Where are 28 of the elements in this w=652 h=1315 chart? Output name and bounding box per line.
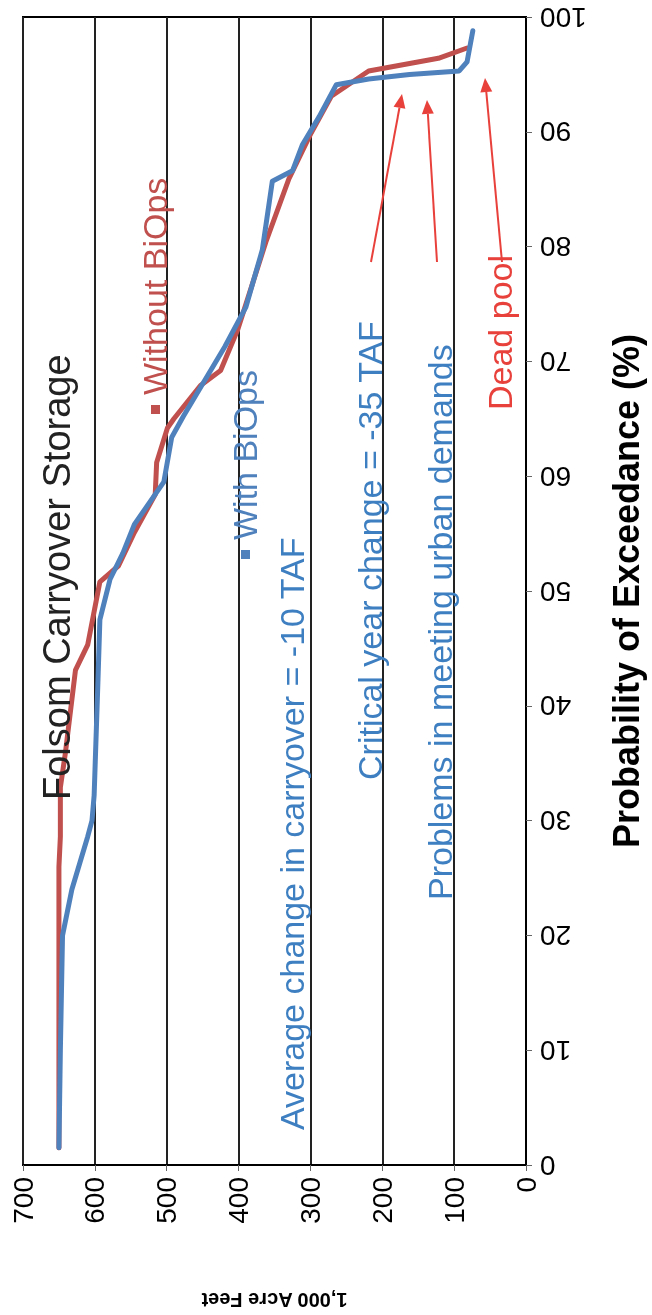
y-tick-label: 80	[540, 231, 572, 263]
y-tick-label: 30	[540, 805, 572, 837]
annotation: Critical year change = -35 TAF	[351, 321, 389, 780]
x-axis-title: 1,000 Acre Feet	[201, 1289, 348, 1311]
x-tick-label: 700	[7, 1177, 39, 1224]
x-tick-label: 400	[223, 1177, 255, 1224]
y-tick-label: 100	[540, 1, 587, 33]
y-tick-label: 20	[540, 919, 572, 951]
y-tick-label: 50	[540, 575, 572, 607]
y-tick-label: 70	[540, 345, 572, 377]
x-tick-label: 200	[366, 1177, 398, 1224]
y-tick-label: 0	[540, 1149, 556, 1181]
y-tick-label: 60	[540, 460, 572, 492]
y-axis-title: Probability of Exceedance (%)	[605, 333, 647, 849]
x-tick-label: 300	[294, 1177, 326, 1224]
x-tick-label: 500	[151, 1177, 183, 1224]
x-tick-label: 100	[438, 1177, 470, 1224]
x-tick-label: 0	[510, 1177, 542, 1193]
text: Without BiOps	[136, 177, 174, 395]
text: Folsom Carryover Storage	[36, 354, 78, 800]
y-tick-label: 90	[540, 116, 572, 148]
annotation: Problems in meeting urban demands	[421, 344, 459, 900]
x-tick-label: 600	[79, 1177, 111, 1224]
text: With BiOps	[226, 369, 264, 540]
annotation: Dead pool	[481, 254, 519, 410]
y-tick-label: 40	[540, 690, 572, 722]
y-tick-label: 10	[540, 1034, 572, 1066]
annotation: Average change in carryover = -10 TAF	[273, 537, 311, 1130]
